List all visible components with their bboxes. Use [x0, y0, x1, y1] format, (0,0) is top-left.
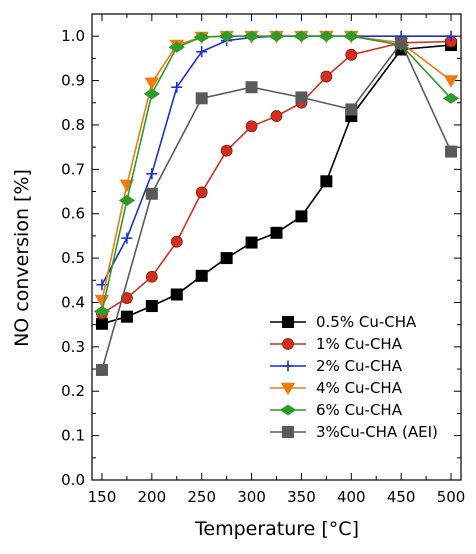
x-tick-label: 250 [187, 488, 216, 506]
x-tick-label: 200 [138, 488, 167, 506]
y-tick-label: 0.3 [61, 338, 85, 356]
legend-item-1: 0.5% Cu-CHA [270, 313, 417, 331]
data-point [118, 194, 136, 206]
y-tick-label: 0.6 [61, 205, 85, 223]
legend-marker [282, 316, 294, 328]
legend-label: 0.5% Cu-CHA [316, 313, 417, 331]
data-point [95, 317, 108, 330]
y-tick-label: 0.2 [61, 382, 85, 400]
legend-label: 3%Cu-CHA (AEI) [316, 423, 438, 441]
data-point [293, 30, 310, 42]
data-point [443, 75, 459, 88]
legend-item-4: 4% Cu-CHA [270, 379, 403, 397]
data-point [445, 30, 457, 42]
y-tick-label: 0.9 [61, 72, 85, 90]
series-4 [94, 30, 459, 308]
data-point [95, 363, 108, 376]
y-tick-label: 0.5 [61, 249, 85, 267]
data-point [171, 81, 183, 93]
x-tick-label: 400 [337, 488, 366, 506]
data-point [144, 77, 160, 91]
legend-item-3: 2% Cu-CHA [270, 357, 403, 375]
data-point [145, 187, 158, 200]
y-tick-label: 0.4 [61, 293, 85, 311]
x-tick-label: 350 [287, 488, 316, 506]
series-line [101, 35, 451, 286]
data-point [121, 292, 133, 304]
y-axis-label: NO conversion [%] [11, 169, 33, 347]
data-point [320, 70, 333, 83]
data-point [245, 236, 258, 249]
data-point [445, 145, 458, 158]
legend-item-5: 6% Cu-CHA [270, 401, 403, 419]
data-point [270, 226, 283, 239]
data-point [243, 30, 260, 42]
data-point [121, 232, 133, 244]
data-point [94, 294, 110, 308]
legend-marker [282, 338, 294, 350]
legend-label: 6% Cu-CHA [316, 401, 403, 419]
data-point [218, 30, 235, 42]
data-point [143, 88, 161, 100]
legend-item-6: 3%Cu-CHA (AEI) [270, 423, 438, 441]
data-point [146, 168, 158, 180]
data-point [268, 30, 285, 42]
series-line [101, 41, 452, 371]
data-point [395, 36, 408, 49]
axes: 150 200 250 300 350 400 450 500 0.0 0.1 0.2 0.3 0.4 0… [61, 13, 466, 506]
data-point [193, 31, 210, 43]
legend-marker [282, 360, 294, 372]
data-point [170, 235, 183, 248]
y-tick-label: 0.0 [61, 471, 85, 489]
x-tick-label: 500 [437, 488, 466, 506]
legend-marker [282, 426, 294, 438]
data-point [320, 175, 333, 188]
legend-label: 2% Cu-CHA [316, 357, 403, 375]
data-point [245, 81, 258, 94]
legend-item-2: 1% Cu-CHA [270, 335, 403, 353]
series-group [93, 30, 460, 376]
data-point [168, 41, 185, 53]
data-point [195, 186, 208, 199]
series-3 [96, 30, 457, 291]
data-point [220, 144, 233, 157]
series-line [101, 35, 452, 301]
y-tick-label: 0.1 [61, 427, 85, 445]
x-axis-label: Temperature [°C] [194, 518, 359, 540]
data-point [120, 310, 133, 323]
legend: 0.5% Cu-CHA 1% Cu-CHA 2% Cu-CHA 4% Cu-CHA 6%… [270, 313, 438, 441]
y-tick-label: 0.8 [61, 116, 85, 134]
data-point [195, 269, 208, 282]
x-tick-label: 300 [237, 488, 266, 506]
data-point [195, 92, 208, 105]
series-6 [95, 36, 458, 376]
data-point [93, 305, 111, 317]
data-point [345, 48, 358, 61]
legend-label: 4% Cu-CHA [316, 379, 403, 397]
y-tick-label: 1.0 [61, 27, 85, 45]
x-tick-label: 450 [387, 488, 416, 506]
data-point [196, 46, 208, 58]
y-tick-label: 0.7 [61, 160, 85, 178]
legend-marker [279, 404, 297, 416]
data-point [270, 110, 283, 122]
data-point [145, 270, 158, 283]
data-point [318, 30, 335, 42]
legend-label: 1% Cu-CHA [316, 335, 403, 353]
data-point [220, 252, 233, 265]
x-tick-label: 150 [88, 488, 117, 506]
data-point [295, 210, 308, 223]
data-point [295, 91, 308, 104]
data-point [343, 30, 360, 42]
data-point [170, 288, 183, 301]
data-point [345, 103, 358, 116]
legend-marker [280, 382, 296, 396]
data-point [245, 120, 258, 133]
data-point [145, 300, 158, 313]
data-point [442, 92, 460, 104]
